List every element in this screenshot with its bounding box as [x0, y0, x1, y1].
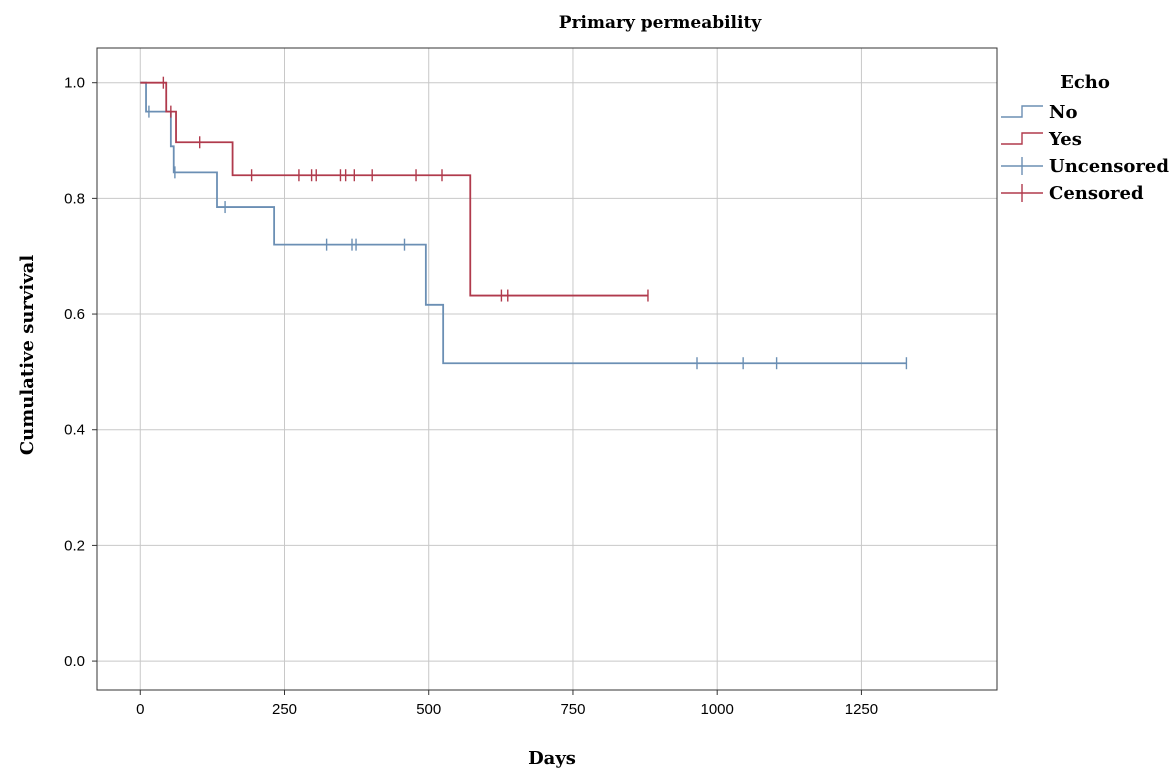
x-tick-label: 250	[272, 701, 297, 718]
gridlines	[97, 48, 997, 690]
chart-title: Primary permeability	[559, 13, 763, 33]
legend: Echo No Yes Uncensored Censored	[1001, 72, 1169, 204]
x-axis-label: Days	[528, 748, 576, 769]
series-layer	[140, 76, 908, 370]
legend-item-no: No	[1001, 102, 1077, 123]
y-tick-label: 0.6	[64, 306, 85, 323]
y-tick-label: 0.4	[64, 422, 85, 439]
y-tick-label: 0.2	[64, 537, 85, 554]
x-tick-label: 500	[416, 701, 441, 718]
legend-label: Censored	[1049, 183, 1144, 204]
legend-item-uncensored: Uncensored	[1001, 156, 1169, 177]
legend-step-swatch	[1001, 105, 1043, 118]
plot-frame	[96, 47, 998, 691]
series-yes	[140, 76, 649, 302]
legend-label: Yes	[1048, 129, 1082, 150]
y-ticks: 0.0 0.2 0.4 0.6 0.8 1.0	[64, 75, 97, 670]
survival-step-line	[140, 81, 907, 365]
x-ticks: 0 250 500 750 1000 1250	[136, 690, 878, 718]
x-tick-label: 1000	[701, 701, 734, 718]
x-tick-label: 750	[560, 701, 585, 718]
y-tick-label: 0.8	[64, 190, 85, 207]
survival-step-line	[140, 81, 648, 297]
plot-border	[96, 47, 998, 691]
legend-step-swatch	[1001, 132, 1043, 145]
legend-item-censored: Censored	[1001, 183, 1144, 204]
legend-title: Echo	[1060, 72, 1110, 93]
x-tick-label: 0	[136, 701, 144, 718]
y-tick-label: 0.0	[64, 653, 85, 670]
series-no	[140, 81, 908, 370]
x-tick-label: 1250	[845, 701, 878, 718]
legend-label: Uncensored	[1049, 156, 1169, 177]
legend-item-yes: Yes	[1001, 129, 1082, 150]
y-tick-label: 1.0	[64, 75, 85, 92]
y-axis-label: Cumulative survival	[17, 255, 38, 456]
legend-label: No	[1049, 102, 1077, 123]
